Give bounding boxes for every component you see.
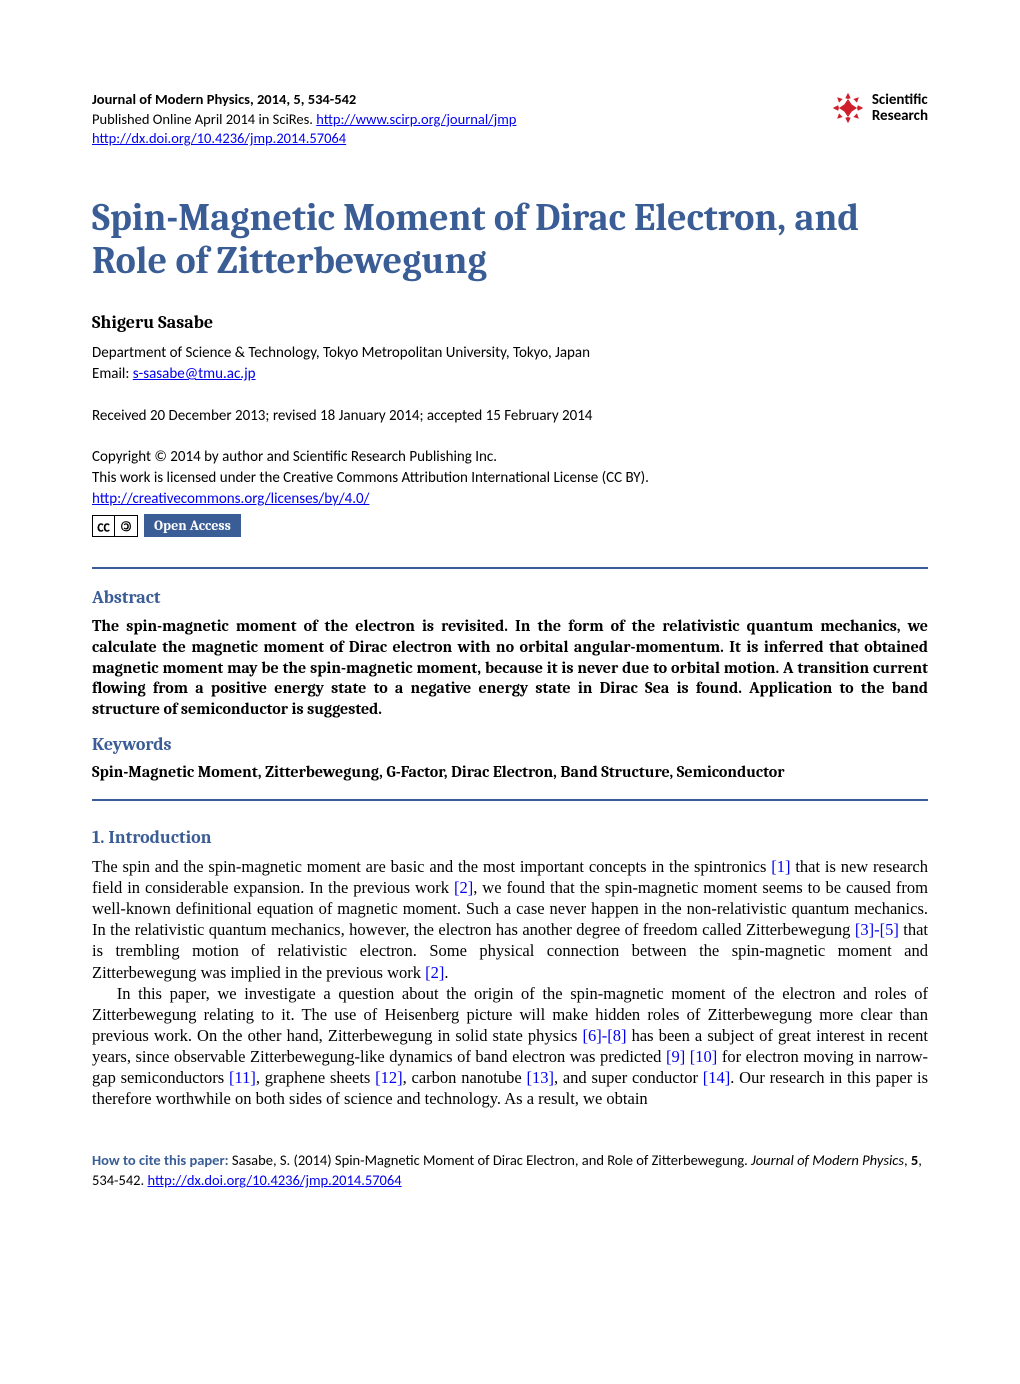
intro-paragraph-1: The spin and the spin-magnetic moment ar… (92, 856, 928, 983)
abstract-heading: Abstract (92, 587, 928, 608)
reference-link[interactable]: [14] (703, 1068, 731, 1087)
reference-link[interactable]: [9] (666, 1047, 685, 1066)
affiliation: Department of Science & Technology, Toky… (92, 343, 928, 364)
cite-doi-link[interactable]: http://dx.doi.org/10.4236/jmp.2014.57064 (147, 1171, 401, 1189)
abstract-text: The spin-magnetic moment of the electron… (92, 616, 928, 720)
reference-link[interactable]: [12] (375, 1068, 403, 1087)
reference-link[interactable]: [11] (229, 1068, 256, 1087)
journal-citation: Journal of Modern Physics, 2014, 5, 534-… (92, 90, 516, 110)
copyright-line1: Copyright © 2014 by author and Scientifi… (92, 447, 928, 468)
publisher-logo: Scientific Research (830, 90, 928, 126)
divider (92, 799, 928, 801)
affiliation-block: Department of Science & Technology, Toky… (92, 343, 928, 385)
email-line: Email: s-sasabe@tmu.ac.jp (92, 364, 928, 385)
article-dates: Received 20 December 2013; revised 18 Ja… (92, 407, 928, 425)
author-email-link[interactable]: s-sasabe@tmu.ac.jp (133, 365, 256, 383)
reference-link[interactable]: [10] (690, 1047, 718, 1066)
author-name: Shigeru Sasabe (92, 312, 928, 333)
reference-link[interactable]: [6]-[8] (583, 1026, 627, 1045)
keywords-heading: Keywords (92, 734, 928, 755)
cc-by-badge: ㏄ 🄯 (92, 515, 138, 537)
reference-link[interactable]: [3]-[5] (855, 920, 899, 939)
published-line: Published Online April 2014 in SciRes. h… (92, 110, 516, 130)
journal-info: Journal of Modern Physics, 2014, 5, 534-… (92, 90, 516, 149)
divider (92, 567, 928, 569)
reference-link[interactable]: [2] (454, 878, 473, 897)
how-to-cite: How to cite this paper: Sasabe, S. (2014… (92, 1151, 928, 1190)
keywords-text: Spin-Magnetic Moment, Zitterbewegung, G-… (92, 763, 928, 781)
intro-paragraph-2: In this paper, we investigate a question… (92, 983, 928, 1110)
page-header: Journal of Modern Physics, 2014, 5, 534-… (92, 90, 928, 149)
introduction-body: The spin and the spin-magnetic moment ar… (92, 856, 928, 1109)
open-access-badge: Open Access (144, 514, 241, 537)
reference-link[interactable]: [2] (425, 963, 444, 982)
attribution-icon: 🄯 (115, 516, 137, 536)
copyright-line2: This work is licensed under the Creative… (92, 468, 928, 489)
cite-lead: How to cite this paper: (92, 1151, 232, 1169)
article-title: Spin-Magnetic Moment of Dirac Electron, … (92, 197, 928, 284)
cc-icon: ㏄ (93, 516, 115, 536)
journal-url-link[interactable]: http://www.scirp.org/journal/jmp (316, 110, 516, 128)
scirp-logo-icon (830, 90, 866, 126)
copyright-block: Copyright © 2014 by author and Scientifi… (92, 447, 928, 510)
license-badges: ㏄ 🄯 Open Access (92, 514, 928, 537)
doi-link[interactable]: http://dx.doi.org/10.4236/jmp.2014.57064 (92, 129, 346, 147)
reference-link[interactable]: [13] (526, 1068, 554, 1087)
reference-link[interactable]: [1] (771, 857, 790, 876)
license-url-link[interactable]: http://creativecommons.org/licenses/by/4… (92, 490, 369, 508)
introduction-heading: 1. Introduction (92, 827, 928, 848)
logo-text: Scientific Research (872, 92, 928, 125)
